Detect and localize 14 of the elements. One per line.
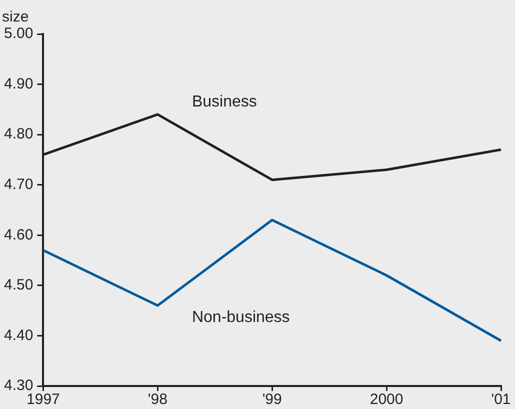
y-tick-label: 4.50 — [4, 276, 34, 294]
y-axis-title: size — [2, 8, 29, 26]
y-tick-label: 4.90 — [4, 75, 34, 92]
y-tick-label: 5.00 — [4, 25, 34, 42]
x-tick-label: '01 — [491, 391, 511, 408]
x-tick-label: '99 — [262, 391, 282, 408]
y-tick-label: 4.60 — [4, 226, 34, 244]
series-label: Business — [192, 94, 257, 111]
series-label: Non-business — [192, 309, 290, 326]
x-tick-label: 2000 — [370, 391, 404, 408]
y-tick-label: 4.40 — [4, 326, 34, 344]
x-tick-label: '98 — [148, 391, 168, 408]
y-tick-label: 4.80 — [4, 126, 34, 143]
y-tick-label: 4.70 — [4, 176, 34, 193]
